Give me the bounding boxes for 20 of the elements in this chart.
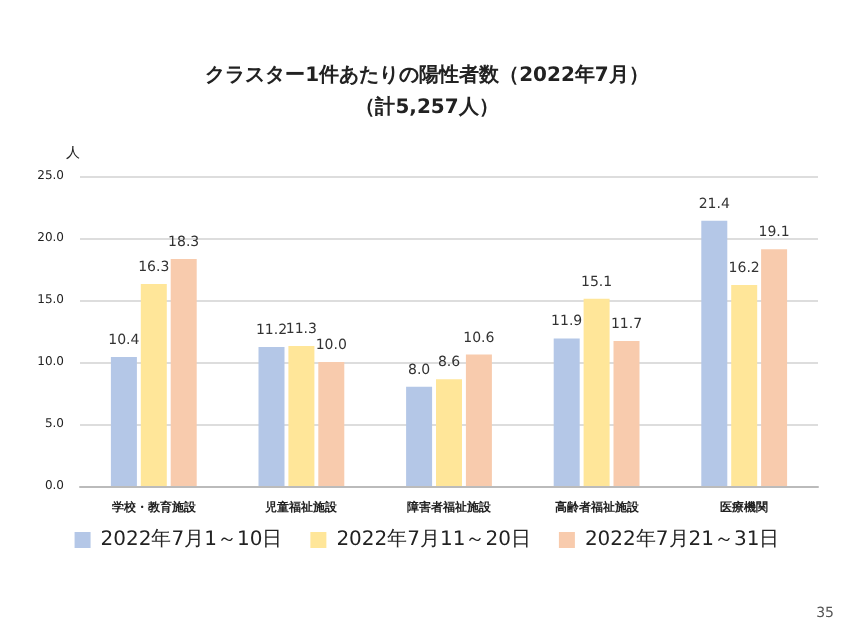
legend-label: 2022年7月21～31日 bbox=[584, 527, 780, 551]
bar bbox=[583, 298, 610, 486]
legend-label: 2022年7月1～10日 bbox=[100, 527, 283, 551]
bar bbox=[140, 283, 167, 486]
legend-label: 2022年7月11～20日 bbox=[336, 527, 531, 551]
bar bbox=[761, 249, 788, 486]
bar bbox=[436, 379, 462, 486]
chart-subtitle: （計5,257人） bbox=[355, 95, 499, 119]
bar bbox=[318, 362, 345, 486]
bar bbox=[553, 338, 580, 486]
bar bbox=[258, 347, 285, 486]
chart-title: クラスター1件あたりの陽性者数（2022年7月） bbox=[205, 63, 649, 87]
bar bbox=[465, 354, 492, 486]
bar bbox=[170, 259, 197, 486]
bar bbox=[406, 386, 433, 486]
bar bbox=[110, 357, 137, 486]
bar bbox=[613, 340, 640, 486]
bar bbox=[731, 285, 758, 486]
bar bbox=[288, 345, 315, 486]
bar bbox=[701, 220, 728, 486]
